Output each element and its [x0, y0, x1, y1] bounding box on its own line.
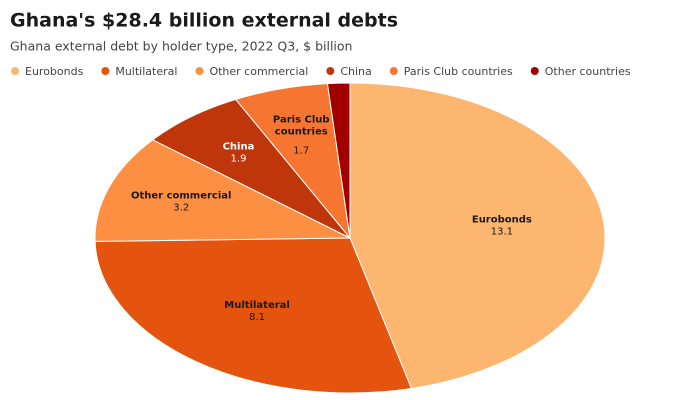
legend-swatch [326, 67, 335, 75]
slice-label: Eurobonds [472, 215, 532, 226]
slice-label: China [223, 141, 255, 152]
legend-label: Multilateral [115, 65, 177, 78]
legend-label: Eurobonds [25, 65, 84, 78]
slice-label: Paris Club countries [273, 115, 330, 138]
legend-swatch [101, 67, 110, 75]
pie-slice [94, 237, 413, 394]
pie-slice [94, 139, 351, 242]
pie-slice [349, 82, 606, 389]
slice-value: 8.1 [249, 312, 265, 323]
slice-value: 3.2 [173, 203, 189, 214]
slice-value: 13.1 [491, 227, 513, 238]
legend-label: China [340, 65, 371, 78]
slice-value: 1.7 [293, 146, 309, 157]
chart-subtitle: Ghana external debt by holder type, 2022… [10, 39, 352, 54]
slice-label: Other commercial [131, 191, 231, 202]
legend-label: Paris Club countries [404, 65, 513, 78]
legend-swatch [195, 67, 204, 75]
chart-title: Ghana's $28.4 billion external debts [10, 10, 398, 32]
slice-label: Multilateral [224, 300, 290, 311]
legend-swatch [11, 67, 19, 75]
pie-slice [151, 98, 351, 239]
legend-label: Other commercial [209, 65, 308, 78]
pie-slice [326, 82, 351, 239]
legend-label: Other countries [545, 65, 631, 78]
legend-swatch [530, 67, 539, 75]
slice-value: 1.9 [231, 153, 247, 164]
legend-swatch [389, 67, 398, 75]
